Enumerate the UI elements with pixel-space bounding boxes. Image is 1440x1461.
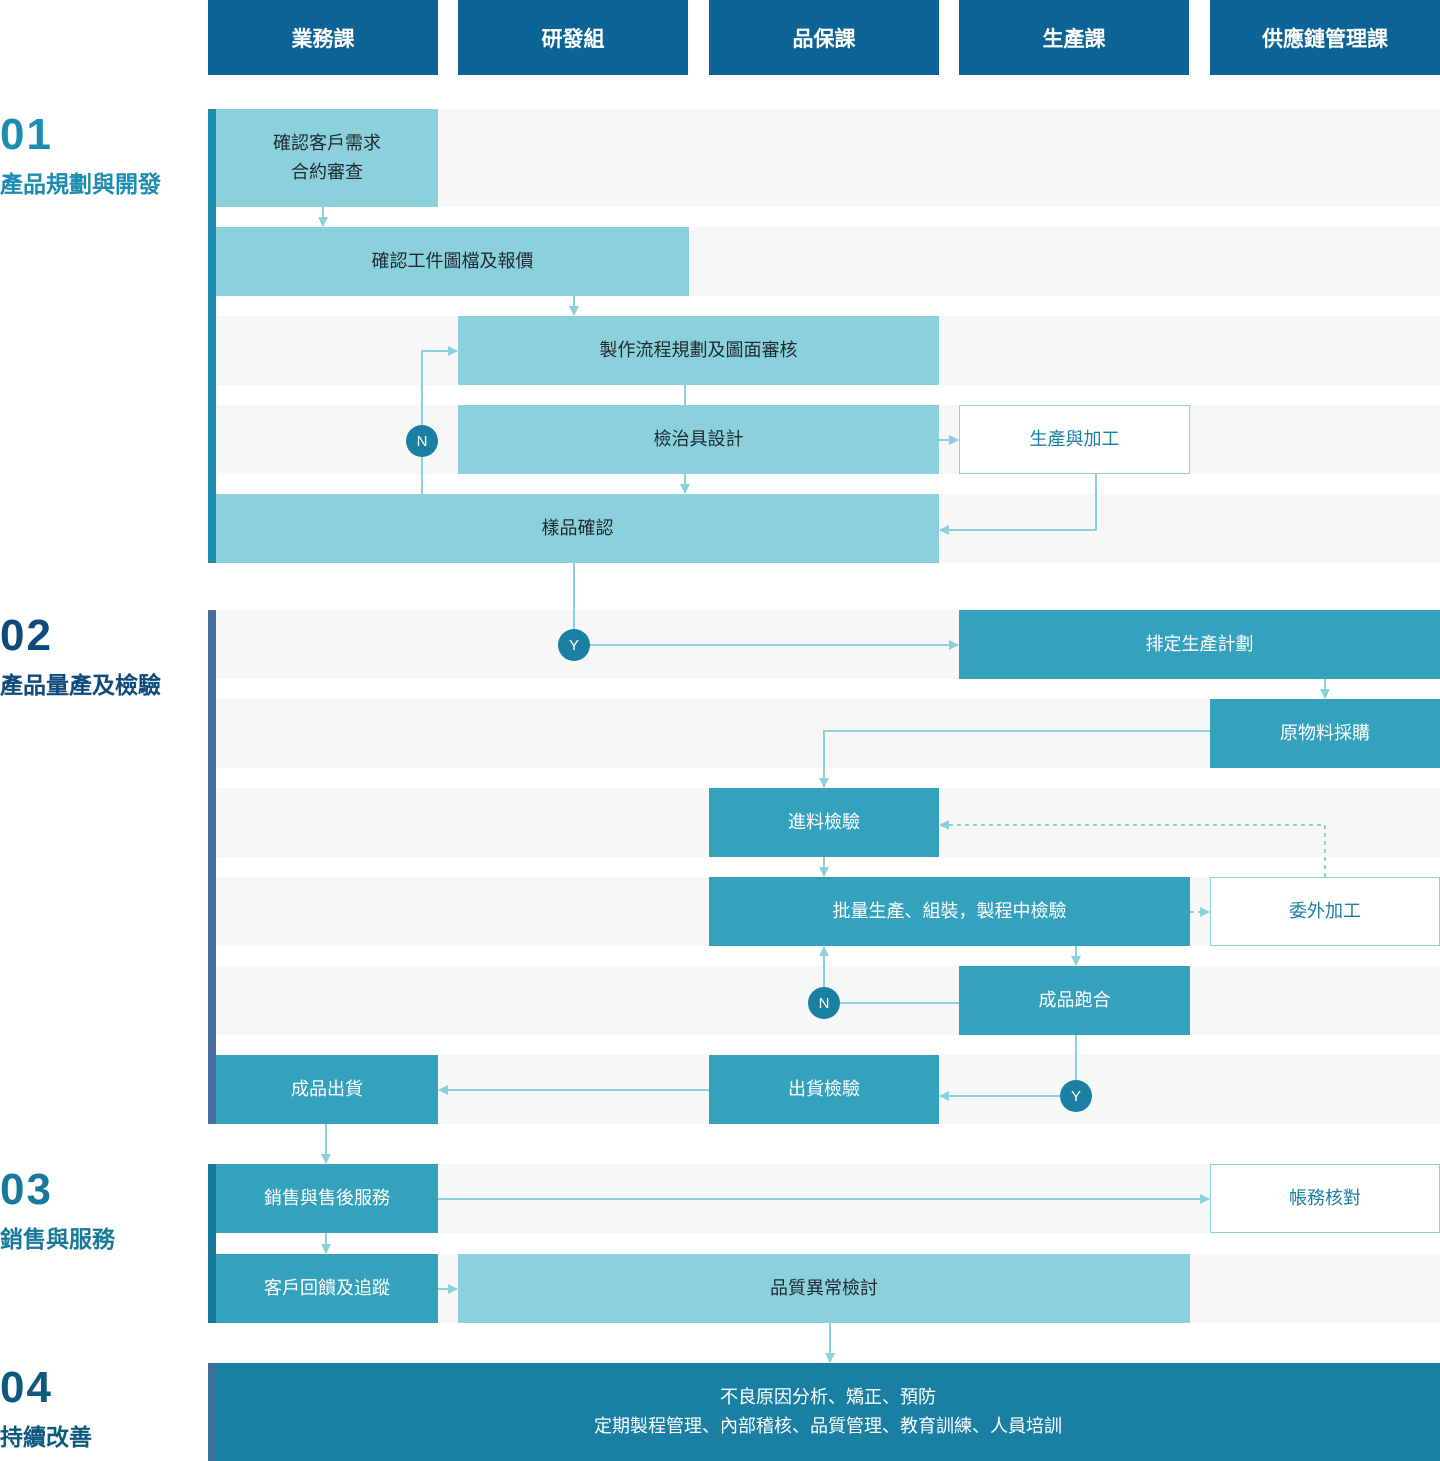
box-text-line: 不良原因分析、矯正、預防	[720, 1387, 936, 1407]
box-confirm-drawings-quote: 確認工件圖檔及報價	[216, 227, 689, 296]
box-shipping-inspection: 出貨檢驗	[709, 1055, 939, 1124]
arrow	[819, 946, 959, 1004]
column-header-sales: 業務課	[208, 0, 438, 75]
stage-bar-01	[208, 109, 216, 563]
decision-node-no: N	[808, 987, 840, 1019]
box-continuous-improvement: 不良原因分析、矯正、預防 定期製程管理、內部稽核、品質管理、教育訓練、人員培訓	[216, 1363, 1440, 1461]
stage-bar-04	[208, 1363, 216, 1461]
stage-bar-03	[208, 1164, 216, 1323]
box-product-shipping: 成品出貨	[216, 1055, 438, 1124]
arrow	[939, 474, 1097, 535]
stage-number: 02	[0, 611, 53, 660]
box-schedule-plan: 排定生產計劃	[959, 610, 1440, 679]
stage-number: 03	[0, 1165, 53, 1214]
stage-number: 01	[0, 110, 53, 159]
box-production-processing: 生產與加工	[959, 405, 1190, 474]
column-header-production: 生產課	[959, 0, 1189, 75]
arrow	[939, 820, 1326, 877]
box-process-planning: 製作流程規劃及圖面審核	[458, 316, 939, 385]
box-sample-confirm: 樣品確認	[216, 494, 939, 563]
box-product-fitting: 成品跑合	[959, 966, 1190, 1035]
stage-title: 銷售與服務	[0, 1226, 115, 1252]
stage-title: 產品規劃與開發	[0, 171, 161, 197]
box-account-check: 帳務核對	[1210, 1164, 1440, 1233]
column-header-rnd: 研發組	[458, 0, 688, 75]
decision-node-yes: Y	[558, 629, 590, 661]
box-text-line: 定期製程管理、內部稽核、品質管理、教育訓練、人員培訓	[594, 1416, 1062, 1436]
stage-title: 產品量產及檢驗	[0, 672, 161, 698]
stage-number: 04	[0, 1363, 53, 1412]
stage-bar-02	[208, 610, 216, 1124]
box-text-line: 合約審查	[291, 162, 363, 182]
box-confirm-customer-needs: 確認客戶需求 合約審查	[216, 109, 438, 207]
column-header-supply-chain: 供應鏈管理課	[1210, 0, 1440, 75]
decision-node-no: N	[406, 425, 438, 457]
box-quality-review: 品質異常檢討	[458, 1254, 1190, 1323]
decision-node-yes: Y	[1060, 1080, 1092, 1112]
stage-title: 持續改善	[0, 1424, 92, 1450]
arrow	[421, 346, 458, 494]
box-text-line: 確認客戶需求	[273, 133, 381, 153]
arrow	[573, 563, 959, 650]
box-incoming-inspection: 進料檢驗	[709, 788, 939, 857]
box-material-purchase: 原物料採購	[1210, 699, 1440, 768]
box-customer-feedback: 客戶回饋及追蹤	[216, 1254, 438, 1323]
column-header-qa: 品保課	[709, 0, 939, 75]
box-mass-production: 批量生產、組裝，製程中檢驗	[709, 877, 1190, 946]
box-jig-design: 檢治具設計	[458, 405, 939, 474]
arrow	[939, 1035, 1077, 1101]
arrow	[819, 730, 1210, 788]
box-sales-service: 銷售與售後服務	[216, 1164, 438, 1233]
